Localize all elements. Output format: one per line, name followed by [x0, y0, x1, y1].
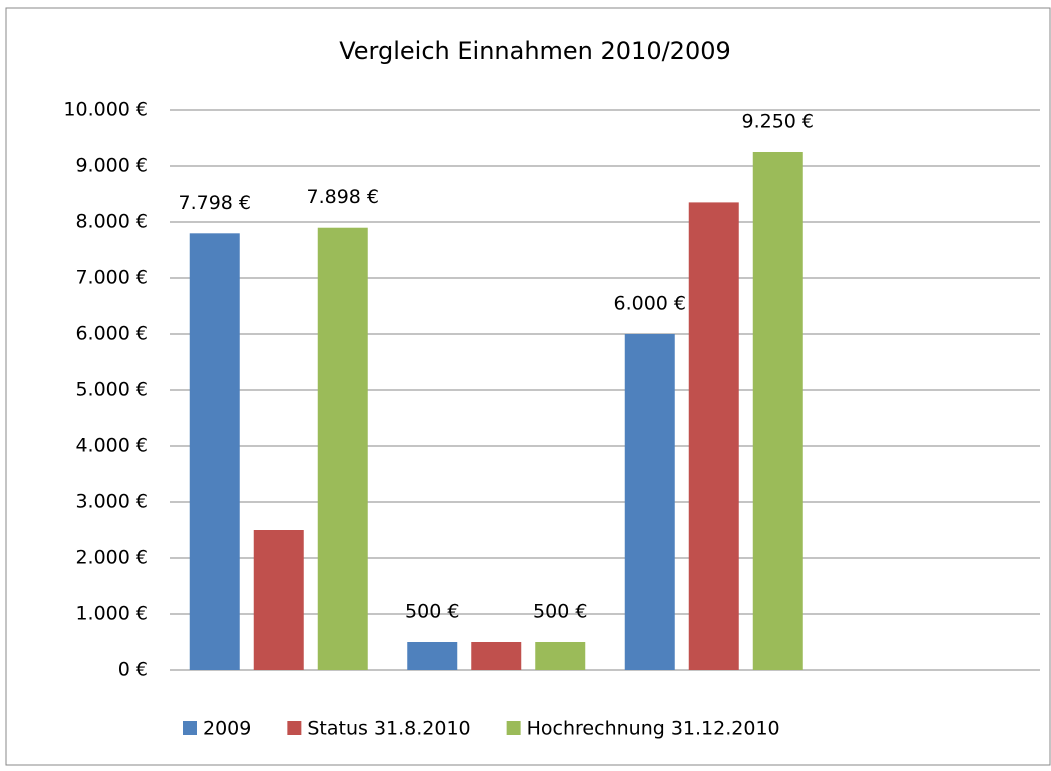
- bar: [535, 642, 586, 670]
- data-label: 7.798 €: [178, 192, 251, 214]
- y-tick-label: 0 €: [118, 659, 148, 681]
- legend-swatch: [287, 721, 302, 735]
- bar: [752, 152, 803, 670]
- y-tick-label: 1.000 €: [75, 603, 148, 625]
- bar: [688, 202, 739, 670]
- y-tick-label: 7.000 €: [75, 267, 148, 289]
- bar: [624, 334, 675, 670]
- data-label: 7.898 €: [306, 186, 379, 208]
- legend-label: Status 31.8.2010: [307, 718, 470, 740]
- legend-swatch: [183, 721, 197, 735]
- y-tick-label: 3.000 €: [75, 491, 148, 513]
- bar: [407, 642, 458, 670]
- y-tick-label: 9.000 €: [75, 155, 148, 177]
- data-label: 500 €: [405, 601, 459, 623]
- bar: [471, 642, 522, 670]
- y-tick-label: 2.000 €: [75, 547, 148, 569]
- y-tick-label: 6.000 €: [75, 323, 148, 345]
- bar: [317, 227, 368, 670]
- bar: [189, 233, 240, 670]
- bar: [253, 530, 304, 670]
- y-tick-label: 5.000 €: [75, 379, 148, 401]
- y-tick-label: 4.000 €: [75, 435, 148, 457]
- y-tick-label: 10.000 €: [63, 99, 148, 121]
- legend-swatch: [506, 721, 521, 735]
- y-tick-label: 8.000 €: [75, 211, 148, 233]
- legend-label: 2009: [203, 718, 251, 740]
- data-label: 500 €: [533, 601, 587, 623]
- data-label: 9.250 €: [741, 111, 814, 133]
- chart-frame: [5, 7, 1051, 766]
- data-label: 6.000 €: [613, 293, 686, 315]
- chart-title: Vergleich Einnahmen 2010/2009: [339, 37, 731, 65]
- legend-label: Hochrechnung 31.12.2010: [527, 718, 780, 740]
